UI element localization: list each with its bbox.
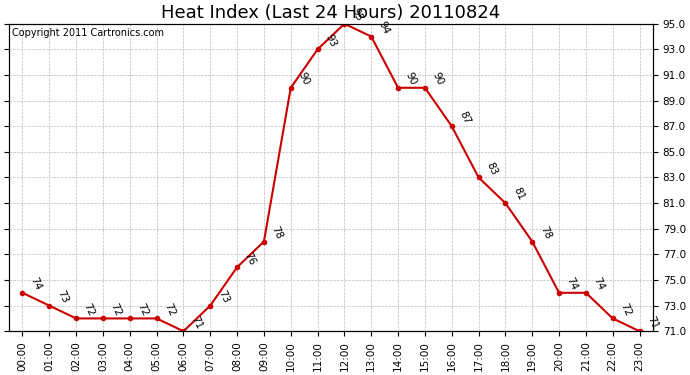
Text: 72: 72 <box>162 302 177 318</box>
Text: 90: 90 <box>404 71 418 87</box>
Title: Heat Index (Last 24 Hours) 20110824: Heat Index (Last 24 Hours) 20110824 <box>161 4 501 22</box>
Text: Copyright 2011 Cartronics.com: Copyright 2011 Cartronics.com <box>12 28 164 38</box>
Text: 83: 83 <box>484 160 499 177</box>
Text: 72: 72 <box>135 302 150 318</box>
Text: 78: 78 <box>270 225 284 241</box>
Text: 81: 81 <box>511 186 526 202</box>
Text: 71: 71 <box>645 314 660 330</box>
Text: 90: 90 <box>431 71 445 87</box>
Text: 74: 74 <box>564 276 580 292</box>
Text: 78: 78 <box>538 225 553 241</box>
Text: 74: 74 <box>591 276 606 292</box>
Text: 94: 94 <box>377 20 391 36</box>
Text: 71: 71 <box>189 314 204 330</box>
Text: 72: 72 <box>108 302 123 318</box>
Text: 87: 87 <box>457 109 472 126</box>
Text: 72: 72 <box>81 302 97 318</box>
Text: 74: 74 <box>28 276 43 292</box>
Text: 95: 95 <box>350 7 364 23</box>
Text: 73: 73 <box>55 289 70 305</box>
Text: 90: 90 <box>296 71 311 87</box>
Text: 76: 76 <box>243 250 257 266</box>
Text: 73: 73 <box>216 289 230 305</box>
Text: 93: 93 <box>323 32 338 49</box>
Text: 72: 72 <box>618 302 633 318</box>
